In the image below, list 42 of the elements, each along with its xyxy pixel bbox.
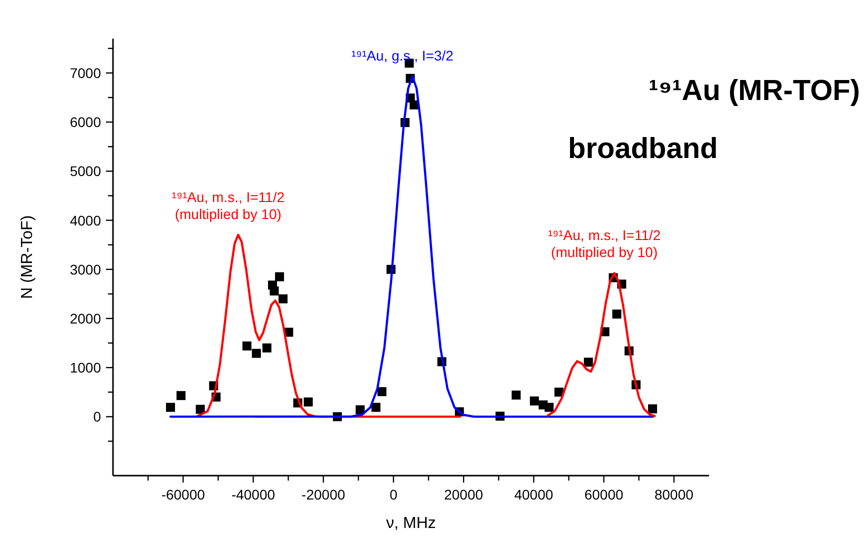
point xyxy=(242,341,252,350)
text: broadband xyxy=(568,133,718,165)
y-tick-label: 6000 xyxy=(70,114,102,130)
point xyxy=(304,397,313,406)
point xyxy=(377,387,386,396)
point xyxy=(166,402,175,412)
y-tick-label: 4000 xyxy=(70,212,102,228)
point xyxy=(530,396,539,406)
y-tick-label: 0 xyxy=(93,408,102,425)
y-tick-label: 5000 xyxy=(70,163,102,180)
point xyxy=(252,348,261,358)
x-tick-label: -40000 xyxy=(231,486,276,503)
point xyxy=(278,294,288,304)
y-tick-label: 2000 xyxy=(70,310,102,326)
point xyxy=(512,390,521,400)
x-tick-label: 60000 xyxy=(584,486,624,503)
point xyxy=(275,272,284,282)
y-tick-label: 1000 xyxy=(70,360,102,376)
point xyxy=(544,402,554,412)
point xyxy=(371,402,380,412)
text: ¹⁹¹Au, m.s., I=11/2 (multiplied by 10) xyxy=(172,188,285,222)
text: ¹⁹¹Au (MR-TOF) xyxy=(648,75,860,107)
point xyxy=(262,343,272,352)
x-tick-label: 20000 xyxy=(444,486,484,503)
point xyxy=(612,310,622,319)
x-tick-label: 0 xyxy=(390,486,398,503)
series-label: ¹⁹¹Au, g.s., I=3/2 xyxy=(351,47,454,64)
x-axis-title: ν, MHz xyxy=(386,515,436,532)
point xyxy=(584,358,593,367)
x-tick-label: -60000 xyxy=(161,486,206,503)
x-tick-label: -20000 xyxy=(302,486,346,503)
point xyxy=(176,391,186,400)
y-tick-label: 3000 xyxy=(70,261,102,278)
y-tick-label: 7000 xyxy=(70,64,102,81)
y-axis-title: N (MR-ToF) xyxy=(19,215,36,299)
point xyxy=(196,404,205,414)
x-tick-label: 40000 xyxy=(514,486,554,503)
point xyxy=(270,286,279,296)
text: ¹⁹¹Au, m.s., I=11/2 (multiplied by 10) xyxy=(548,227,661,260)
point xyxy=(554,388,564,397)
point xyxy=(648,404,658,414)
x-tick-label: 80000 xyxy=(654,486,694,503)
